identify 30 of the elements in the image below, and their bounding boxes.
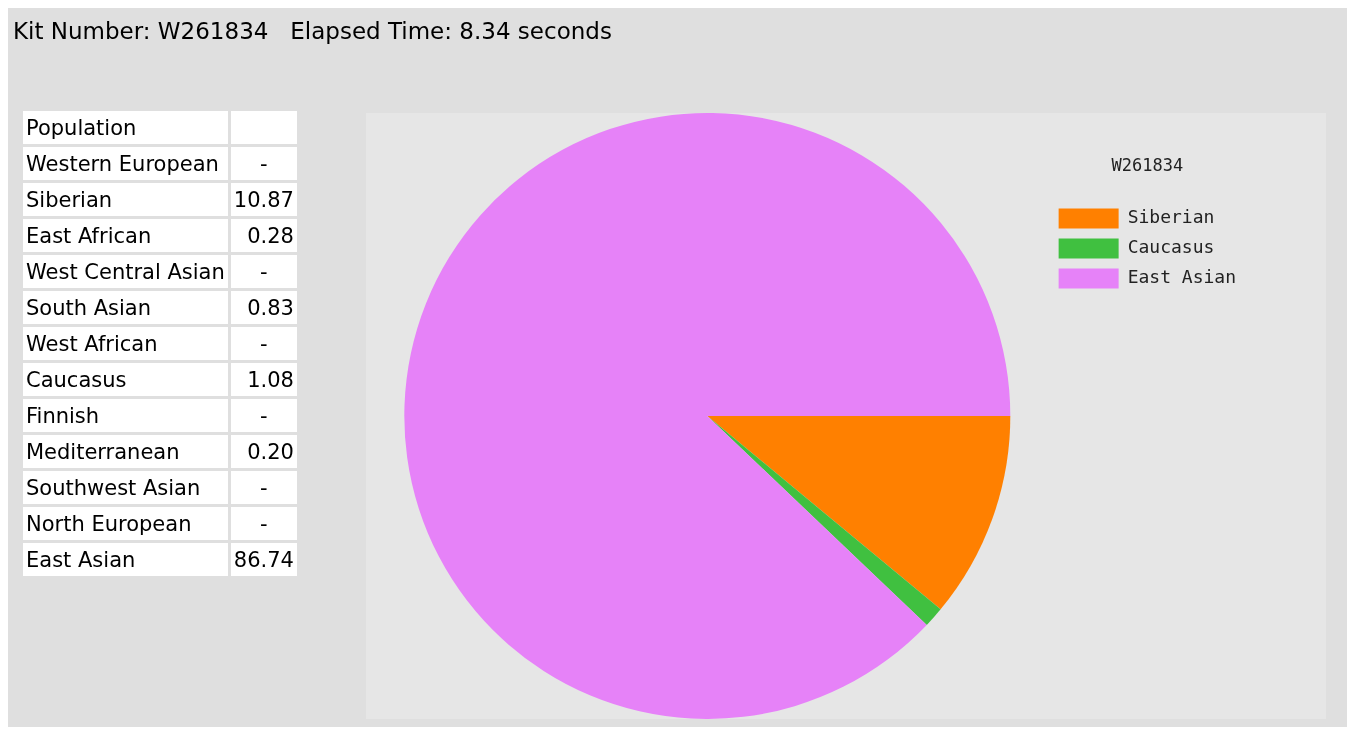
category-label: Western European (23, 147, 228, 180)
category-label: West African (23, 327, 228, 360)
text: Population (23, 111, 228, 144)
data-label: - (230, 399, 297, 432)
data-label: - (230, 471, 297, 504)
text: Kit Number: W261834 Elapsed Time: 8.34 seconds (13, 18, 612, 44)
category-label: East Asian (23, 543, 228, 576)
data-label: - (230, 147, 297, 180)
category-label: Siberian (23, 183, 228, 216)
legend-label: East Asian (1127, 266, 1237, 288)
data-label: 86.74 (230, 543, 297, 576)
category-label: North European (23, 507, 228, 540)
data-label: - (230, 327, 297, 360)
data-label: 0.20 (230, 435, 297, 468)
category-label: Caucasus (23, 363, 228, 396)
data-label: 1.08 (230, 363, 297, 396)
data-label: 10.87 (230, 183, 297, 216)
category-label: East African (23, 219, 228, 252)
category-label: Mediterranean (23, 435, 228, 468)
category-label: West Central Asian (23, 255, 228, 288)
data-label: - (230, 507, 297, 540)
category-label: Finnish (23, 399, 228, 432)
legend-label: Caucasus (1127, 236, 1215, 258)
category-label: South Asian (23, 291, 228, 324)
legend-label: Siberian (1127, 206, 1215, 228)
data-label: 0.83 (230, 291, 297, 324)
data-label: 0.28 (230, 219, 297, 252)
legend-title: W261834 (1111, 154, 1184, 175)
category-label: Southwest Asian (23, 471, 228, 504)
data-label: - (230, 255, 297, 288)
